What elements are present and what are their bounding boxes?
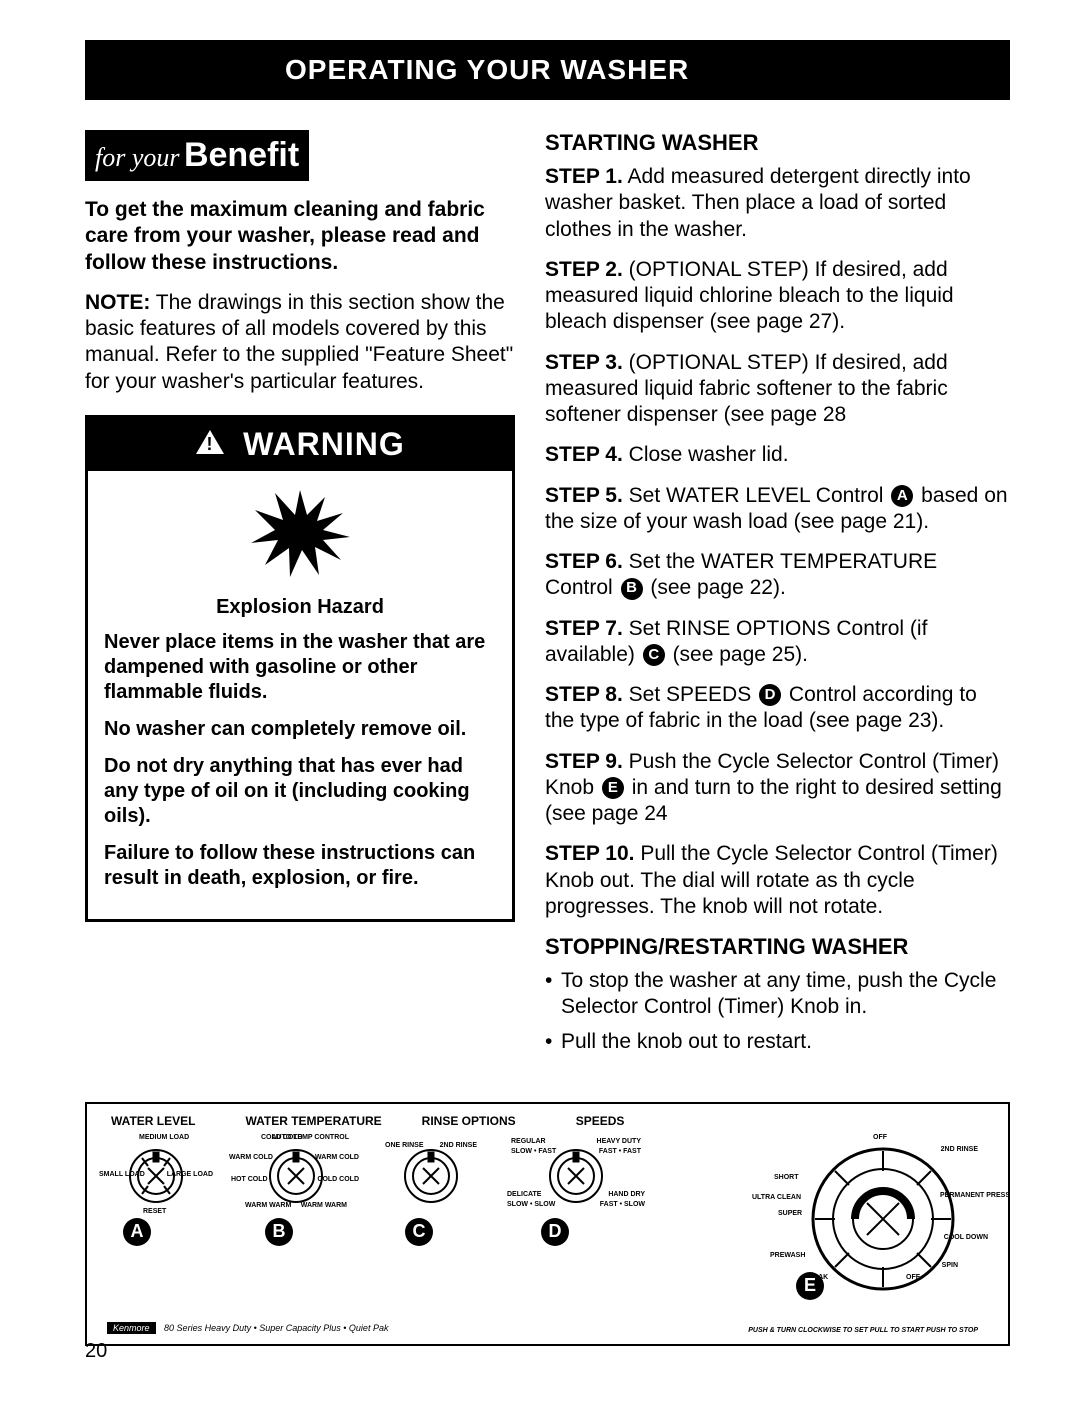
warning-triangle-icon: ! [195, 429, 225, 463]
right-column: STARTING WASHER STEP 1. Add measured det… [545, 130, 1010, 1076]
dial-footer: PUSH & TURN CLOCKWISE TO SET PULL TO STA… [748, 1327, 978, 1334]
step-7: STEP 7. Set RINSE OPTIONS Control (if av… [545, 616, 1010, 669]
panel-label-water-level: WATER LEVEL [111, 1114, 195, 1128]
benefit-banner: for your Benefit [85, 130, 309, 181]
stop-bullet-2: Pull the knob out to restart. [545, 1029, 1010, 1055]
svg-text:!: ! [207, 434, 214, 454]
benefit-word: Benefit [184, 136, 299, 174]
step-8: STEP 8. Set SPEEDS D Control according t… [545, 682, 1010, 735]
letter-c-icon: C [643, 644, 665, 666]
panel-label-speeds: SPEEDS [576, 1114, 625, 1128]
warning-para-2: No washer can completely remove oil. [104, 717, 496, 742]
letter-e-icon: E [602, 777, 624, 799]
badge-c: C [405, 1218, 433, 1246]
knob-d: REGULAR HEAVY DUTY SLOW • FAST FAST • FA… [511, 1136, 641, 1246]
stopping-list: To stop the washer at any time, push the… [545, 968, 1010, 1055]
page-number: 20 [85, 1340, 107, 1363]
left-column: for your Benefit To get the maximum clea… [85, 130, 515, 1076]
knob-icon [403, 1148, 459, 1204]
step-10: STEP 10. Pull the Cycle Selector Control… [545, 841, 1010, 920]
warning-title: WARNING [243, 426, 405, 462]
panel-label-water-temp: WATER TEMPERATURE [245, 1114, 381, 1128]
cycle-selector-dial: SHORT ULTRA CLEAN SUPER PREWASH SOAK OFF… [778, 1134, 988, 1304]
control-panel-diagram: WATER LEVEL WATER TEMPERATURE RINSE OPTI… [85, 1102, 1010, 1346]
letter-d-icon: D [759, 684, 781, 706]
badge-e: E [796, 1272, 824, 1300]
knob-a: MEDIUM LOAD SMALL LOAD LARGE LOAD RESET … [111, 1136, 201, 1246]
page-header: OPERATING YOUR WASHER [85, 40, 1010, 100]
step-1: STEP 1. Add measured detergent directly … [545, 164, 1010, 243]
benefit-prefix: for your [95, 143, 180, 172]
warning-header: ! WARNING [88, 418, 512, 472]
step-6: STEP 6. Set the WATER TEMPERATURE Contro… [545, 549, 1010, 602]
explosion-icon [88, 471, 512, 595]
stopping-head: STOPPING/RESTARTING WASHER [545, 934, 1010, 960]
step-9: STEP 9. Push the Cycle Selector Control … [545, 749, 1010, 828]
letter-b-icon: B [621, 578, 643, 600]
panel-footer-text: 80 Series Heavy Duty • Super Capacity Pl… [164, 1323, 388, 1333]
step-5: STEP 5. Set WATER LEVEL Control A based … [545, 483, 1010, 536]
warning-subhead: Explosion Hazard [104, 595, 496, 620]
knob-c: ONE RINSE 2ND RINSE C [391, 1136, 471, 1246]
panel-footer: Kenmore 80 Series Heavy Duty • Super Cap… [107, 1322, 388, 1334]
badge-a: A [123, 1218, 151, 1246]
step-4: STEP 4. Close washer lid. [545, 442, 1010, 468]
dial-icon [803, 1139, 963, 1299]
warning-para-4: Failure to follow these instructions can… [104, 841, 496, 891]
starting-head: STARTING WASHER [545, 130, 1010, 156]
step-3: STEP 3. (OPTIONAL STEP) If desired, add … [545, 350, 1010, 429]
note-block: NOTE: The drawings in this section show … [85, 290, 515, 395]
letter-a-icon: A [891, 485, 913, 507]
intro-text: To get the maximum cleaning and fabric c… [85, 197, 515, 276]
note-body: The drawings in this section show the ba… [85, 291, 513, 393]
badge-b: B [265, 1218, 293, 1246]
warning-box: ! WARNING Explosion Hazard Never place i… [85, 415, 515, 923]
panel-brand: Kenmore [107, 1322, 156, 1334]
knob-b: COLD COLD AUTO TEMP CONTROL WARM COLD WA… [241, 1136, 351, 1246]
warning-para-3: Do not dry anything that has ever had an… [104, 754, 496, 829]
step-2: STEP 2. (OPTIONAL STEP) If desired, add … [545, 257, 1010, 336]
panel-label-rinse: RINSE OPTIONS [422, 1114, 516, 1128]
badge-d: D [541, 1218, 569, 1246]
warning-para-1: Never place items in the washer that are… [104, 630, 496, 705]
note-label: NOTE: [85, 291, 150, 314]
knob-icon [548, 1148, 604, 1204]
stop-bullet-1: To stop the washer at any time, push the… [545, 968, 1010, 1021]
